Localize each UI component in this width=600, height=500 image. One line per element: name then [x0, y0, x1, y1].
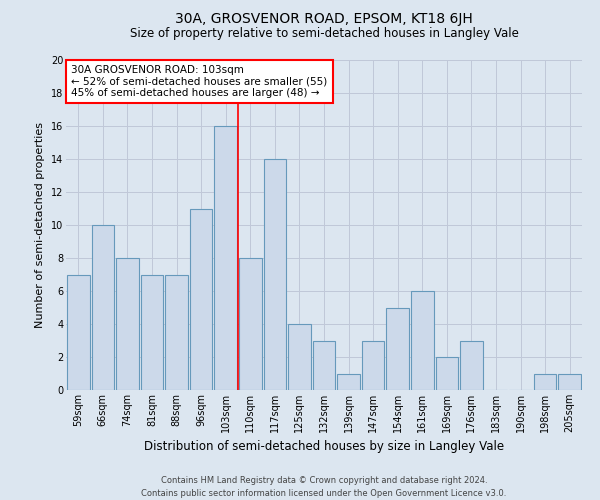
- Bar: [239, 258, 262, 390]
- Bar: [386, 308, 409, 390]
- Text: Size of property relative to semi-detached houses in Langley Vale: Size of property relative to semi-detach…: [130, 28, 518, 40]
- Bar: [288, 324, 311, 390]
- Bar: [165, 274, 188, 390]
- X-axis label: Distribution of semi-detached houses by size in Langley Vale: Distribution of semi-detached houses by …: [144, 440, 504, 454]
- Bar: [411, 291, 434, 390]
- Bar: [436, 357, 458, 390]
- Bar: [190, 208, 212, 390]
- Text: Contains HM Land Registry data © Crown copyright and database right 2024.
Contai: Contains HM Land Registry data © Crown c…: [142, 476, 506, 498]
- Bar: [67, 274, 89, 390]
- Bar: [337, 374, 360, 390]
- Bar: [534, 374, 556, 390]
- Bar: [263, 159, 286, 390]
- Bar: [559, 374, 581, 390]
- Text: 30A, GROSVENOR ROAD, EPSOM, KT18 6JH: 30A, GROSVENOR ROAD, EPSOM, KT18 6JH: [175, 12, 473, 26]
- Text: 30A GROSVENOR ROAD: 103sqm
← 52% of semi-detached houses are smaller (55)
45% of: 30A GROSVENOR ROAD: 103sqm ← 52% of semi…: [71, 65, 328, 98]
- Bar: [140, 274, 163, 390]
- Bar: [116, 258, 139, 390]
- Bar: [362, 340, 385, 390]
- Bar: [214, 126, 237, 390]
- Bar: [313, 340, 335, 390]
- Bar: [92, 225, 114, 390]
- Bar: [460, 340, 483, 390]
- Y-axis label: Number of semi-detached properties: Number of semi-detached properties: [35, 122, 45, 328]
